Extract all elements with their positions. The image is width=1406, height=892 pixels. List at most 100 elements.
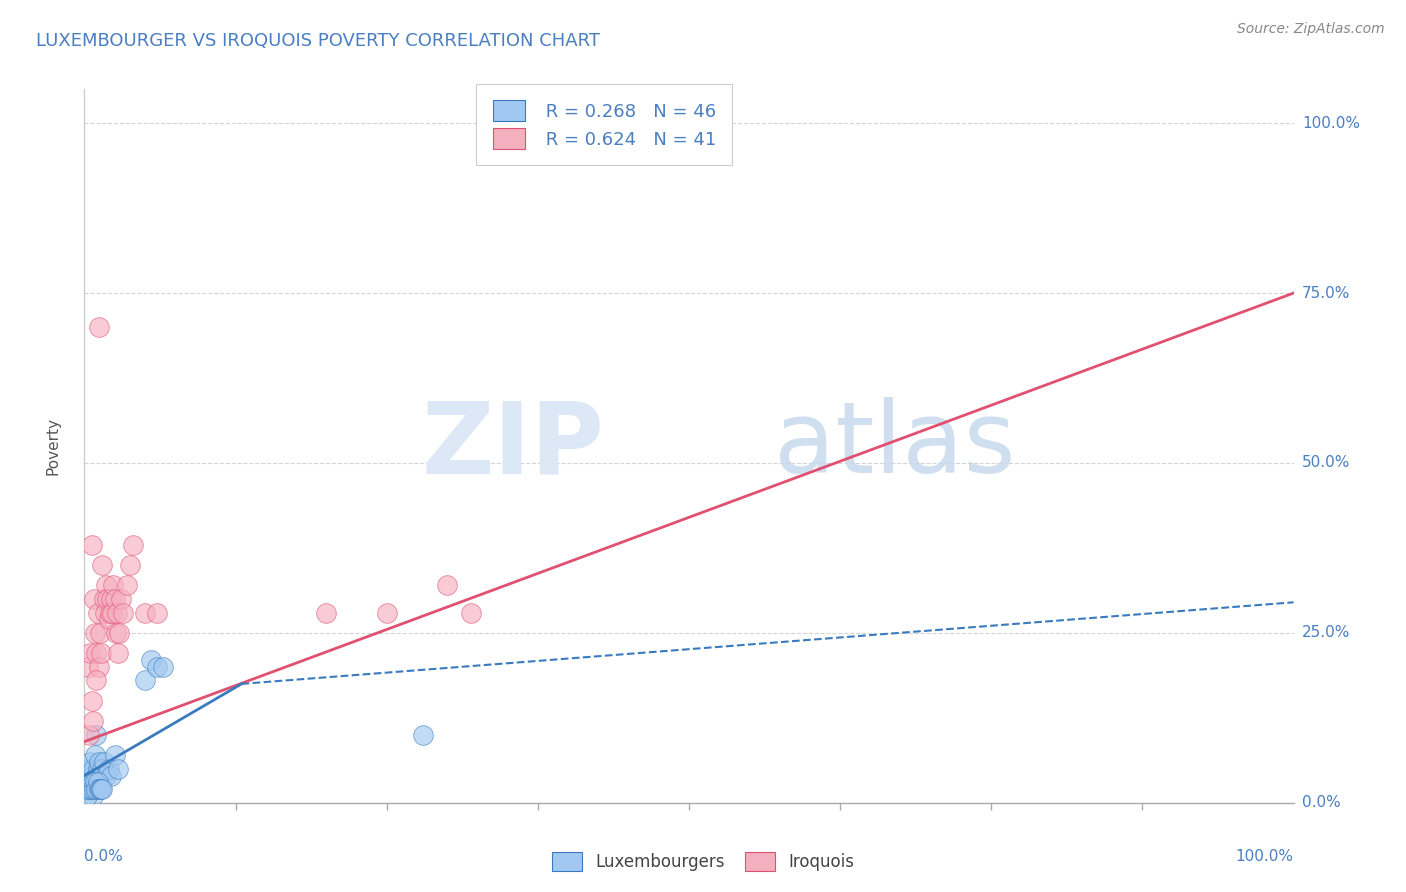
Point bbox=[91, 558, 114, 572]
Point bbox=[79, 755, 101, 769]
Point bbox=[89, 626, 111, 640]
Point bbox=[86, 673, 108, 688]
Point bbox=[83, 775, 105, 789]
Legend: Luxembourgers, Iroquois: Luxembourgers, Iroquois bbox=[544, 843, 862, 880]
Point bbox=[94, 769, 117, 783]
Point bbox=[104, 626, 127, 640]
Point bbox=[86, 782, 108, 797]
Point bbox=[134, 606, 156, 620]
Point bbox=[86, 769, 108, 783]
Text: LUXEMBOURGER VS IROQUOIS POVERTY CORRELATION CHART: LUXEMBOURGER VS IROQUOIS POVERTY CORRELA… bbox=[37, 32, 600, 50]
Point bbox=[80, 782, 103, 797]
Point bbox=[77, 782, 100, 797]
Text: 100.0%: 100.0% bbox=[1236, 849, 1294, 864]
Point bbox=[152, 660, 174, 674]
Point bbox=[84, 775, 107, 789]
Point bbox=[79, 646, 101, 660]
Text: 50.0%: 50.0% bbox=[1302, 456, 1350, 470]
Point bbox=[115, 578, 138, 592]
Point bbox=[104, 748, 127, 763]
Point bbox=[77, 775, 100, 789]
Point bbox=[82, 714, 104, 729]
Point bbox=[80, 769, 103, 783]
Point bbox=[90, 646, 112, 660]
Legend:  R = 0.268   N = 46,  R = 0.624   N = 41: R = 0.268 N = 46, R = 0.624 N = 41 bbox=[477, 84, 733, 165]
Point bbox=[104, 591, 127, 606]
Point bbox=[87, 782, 110, 797]
Point bbox=[84, 748, 107, 763]
Point bbox=[91, 782, 114, 797]
Point bbox=[79, 775, 101, 789]
Point bbox=[75, 782, 97, 797]
Point bbox=[315, 606, 337, 620]
Point bbox=[86, 646, 108, 660]
Point bbox=[110, 591, 132, 606]
Point bbox=[134, 673, 156, 688]
Text: atlas: atlas bbox=[773, 398, 1015, 494]
Point bbox=[89, 769, 111, 783]
Point bbox=[139, 653, 162, 667]
Point bbox=[86, 762, 108, 776]
Point bbox=[80, 694, 103, 708]
Point bbox=[77, 762, 100, 776]
Point bbox=[121, 537, 143, 551]
Point bbox=[460, 606, 482, 620]
Point bbox=[82, 789, 104, 803]
Text: 0.0%: 0.0% bbox=[1302, 796, 1340, 810]
Text: 100.0%: 100.0% bbox=[1302, 116, 1360, 131]
Point bbox=[112, 606, 135, 620]
Point bbox=[412, 728, 434, 742]
Text: 0.0%: 0.0% bbox=[84, 849, 124, 864]
Point bbox=[107, 762, 129, 776]
Point bbox=[375, 606, 398, 620]
Point bbox=[83, 782, 105, 797]
Point bbox=[76, 789, 98, 803]
Point bbox=[90, 782, 112, 797]
Point bbox=[101, 606, 124, 620]
Point bbox=[146, 660, 169, 674]
Point bbox=[83, 591, 105, 606]
Text: 25.0%: 25.0% bbox=[1302, 625, 1350, 640]
Text: Source: ZipAtlas.com: Source: ZipAtlas.com bbox=[1237, 22, 1385, 37]
Point bbox=[87, 755, 110, 769]
Point bbox=[100, 591, 122, 606]
Text: ZIP: ZIP bbox=[422, 398, 605, 494]
Point bbox=[87, 660, 110, 674]
Point bbox=[79, 782, 101, 797]
Point bbox=[76, 782, 98, 797]
Point bbox=[84, 626, 107, 640]
Point bbox=[100, 769, 122, 783]
Point bbox=[77, 775, 100, 789]
Point bbox=[146, 606, 169, 620]
Point bbox=[93, 591, 115, 606]
Point bbox=[77, 782, 100, 797]
Point bbox=[93, 755, 115, 769]
Point bbox=[436, 578, 458, 592]
Y-axis label: Poverty: Poverty bbox=[46, 417, 60, 475]
Point bbox=[98, 606, 121, 620]
Point bbox=[94, 606, 117, 620]
Point bbox=[108, 626, 131, 640]
Point bbox=[77, 660, 100, 674]
Point bbox=[80, 537, 103, 551]
Text: 75.0%: 75.0% bbox=[1302, 285, 1350, 301]
Point bbox=[82, 762, 104, 776]
Point bbox=[91, 762, 114, 776]
Point bbox=[96, 591, 118, 606]
Point bbox=[86, 606, 108, 620]
Point bbox=[77, 728, 100, 742]
Point bbox=[94, 578, 117, 592]
Point bbox=[120, 558, 142, 572]
Point bbox=[82, 775, 104, 789]
Point bbox=[86, 775, 108, 789]
Point bbox=[76, 769, 98, 783]
Point bbox=[75, 775, 97, 789]
Point bbox=[90, 775, 112, 789]
Point bbox=[105, 606, 128, 620]
Point bbox=[103, 578, 125, 592]
Point bbox=[107, 646, 129, 660]
Point bbox=[97, 762, 120, 776]
Point bbox=[89, 782, 111, 797]
Point bbox=[87, 320, 110, 334]
Point bbox=[86, 728, 108, 742]
